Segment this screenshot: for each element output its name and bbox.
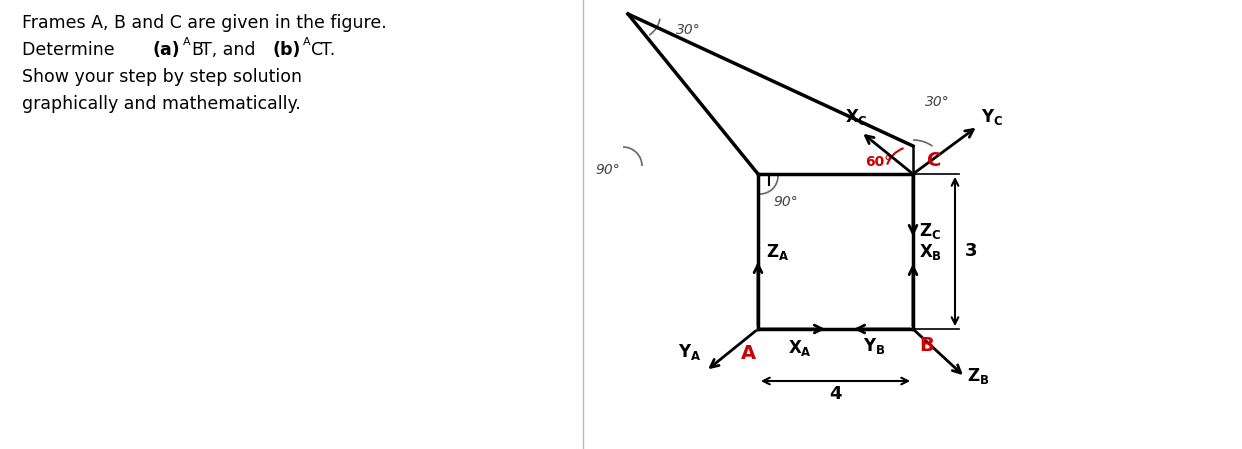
Text: Y$_\mathbf{C}$: Y$_\mathbf{C}$: [981, 107, 1004, 127]
Text: Show your step by step solution: Show your step by step solution: [22, 68, 302, 86]
Text: C: C: [927, 151, 941, 170]
Text: Determine: Determine: [22, 41, 120, 59]
Text: C: C: [310, 41, 323, 59]
Text: A: A: [741, 344, 756, 363]
Text: T.: T.: [320, 41, 335, 59]
Text: X$_\mathbf{B}$: X$_\mathbf{B}$: [919, 242, 943, 262]
Text: (b): (b): [272, 41, 301, 59]
Text: A: A: [183, 37, 190, 47]
Text: 3: 3: [965, 242, 977, 260]
Text: X$_\mathbf{A}$: X$_\mathbf{A}$: [787, 338, 812, 358]
Text: (a): (a): [152, 41, 180, 59]
Text: 60°: 60°: [864, 155, 892, 169]
Text: Y$_\mathbf{B}$: Y$_\mathbf{B}$: [863, 336, 886, 356]
Text: 90°: 90°: [595, 163, 620, 177]
Text: B: B: [191, 41, 202, 59]
Text: graphically and mathematically.: graphically and mathematically.: [22, 95, 301, 113]
Text: Y$_\mathbf{A}$: Y$_\mathbf{A}$: [678, 342, 702, 362]
Text: 4: 4: [830, 385, 842, 403]
Text: Z$_\mathbf{B}$: Z$_\mathbf{B}$: [968, 366, 990, 386]
Text: 30°: 30°: [925, 95, 950, 109]
Text: X$_\mathbf{C}$: X$_\mathbf{C}$: [845, 107, 868, 127]
Text: Z$_\mathbf{A}$: Z$_\mathbf{A}$: [766, 242, 789, 262]
Text: A: A: [303, 37, 310, 47]
Text: Z$_\mathbf{C}$: Z$_\mathbf{C}$: [919, 221, 941, 241]
Text: T, and: T, and: [201, 41, 256, 59]
Text: 30°: 30°: [676, 23, 700, 37]
Text: B: B: [919, 336, 934, 355]
Text: 90°: 90°: [773, 195, 797, 209]
Text: Frames A, B and C are given in the figure.: Frames A, B and C are given in the figur…: [22, 14, 386, 32]
